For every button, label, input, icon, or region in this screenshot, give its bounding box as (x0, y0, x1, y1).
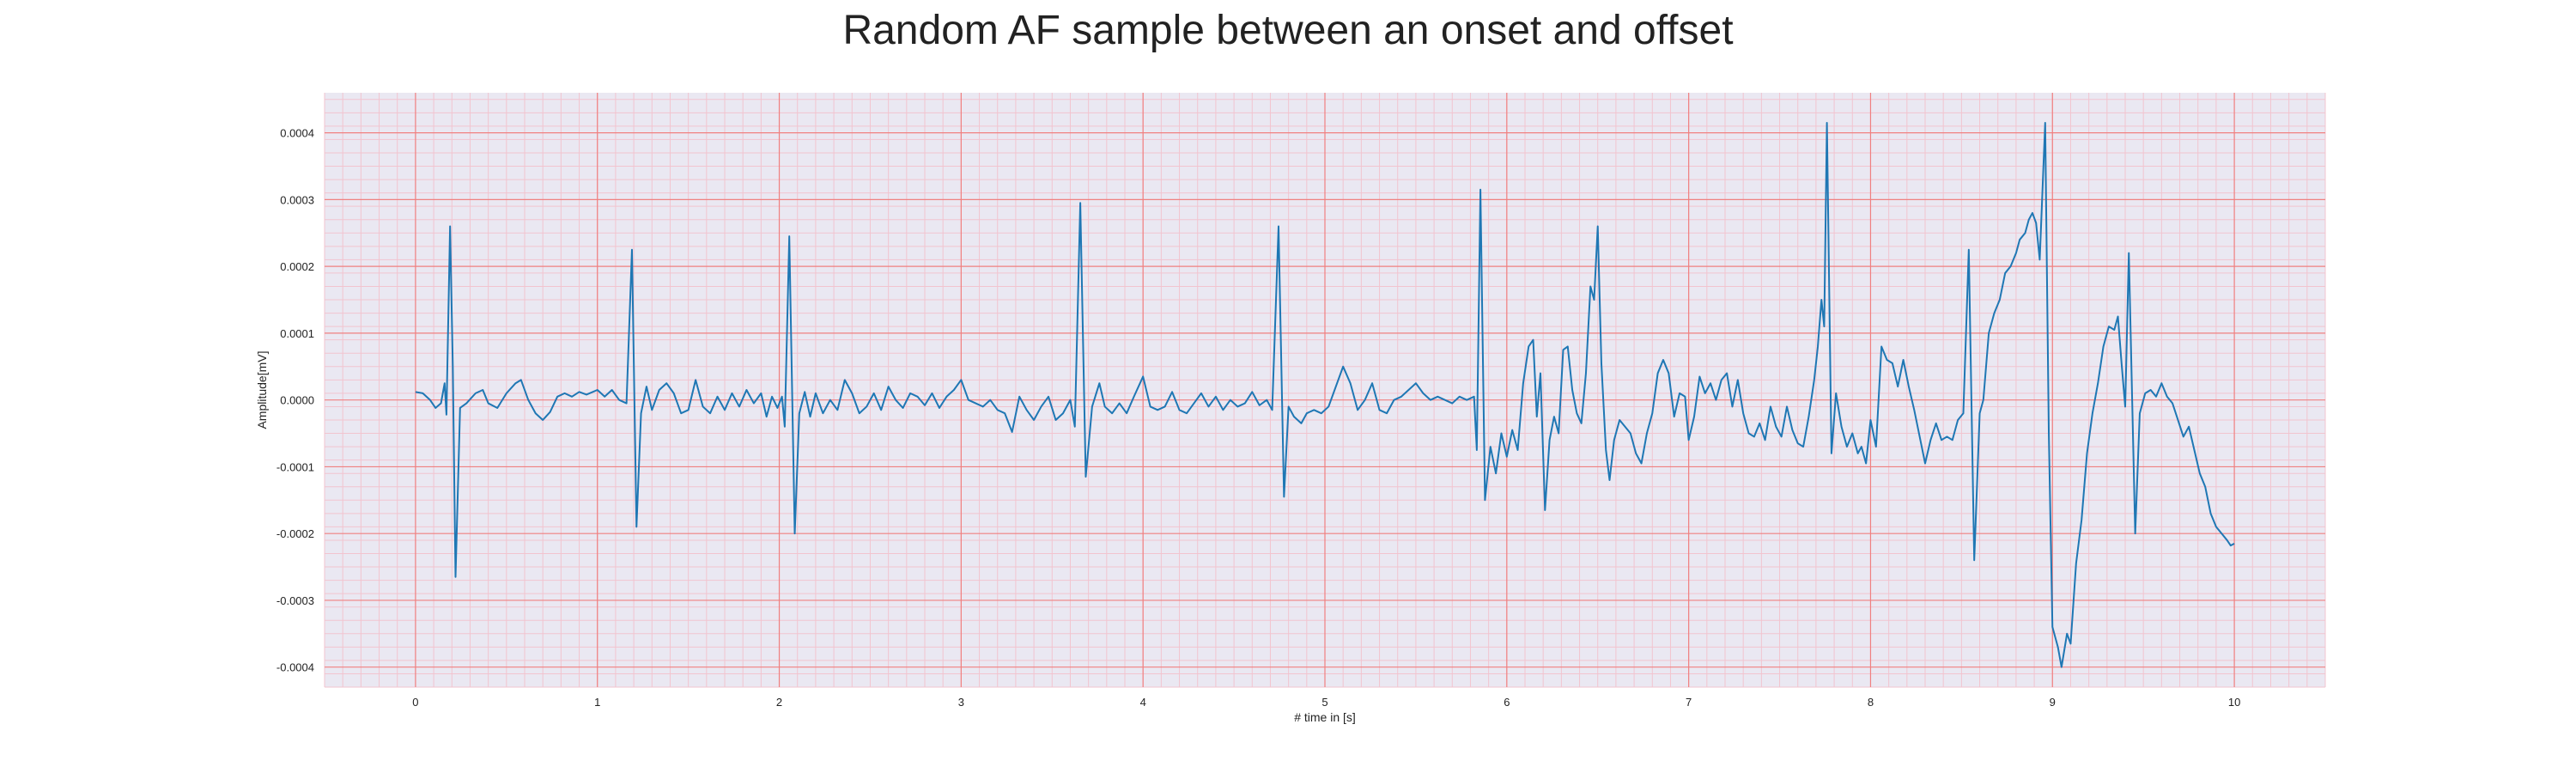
y-tick-label: -0.0003 (276, 594, 314, 607)
y-tick-label: 0.0000 (280, 394, 314, 407)
chart-title: Random AF sample between an onset and of… (842, 8, 1734, 53)
y-axis-label: Amplitude[mV] (255, 350, 269, 429)
x-tick-label: 10 (2228, 696, 2240, 709)
y-tick-label: 0.0002 (280, 260, 314, 273)
x-axis-label: # time in [s] (1294, 710, 1356, 724)
x-tick-label: 9 (2050, 696, 2056, 709)
y-tick-label: -0.0004 (276, 661, 314, 674)
y-tick-label: 0.0003 (280, 193, 314, 206)
x-tick-label: 7 (1686, 696, 1692, 709)
x-tick-label: 8 (1868, 696, 1874, 709)
y-tick-labels: -0.0004 -0.0003 -0.0002 -0.0001 0.0000 0.0001… (276, 127, 314, 674)
major-grid (325, 93, 2325, 687)
x-tick-label: 0 (412, 696, 418, 709)
ecg-series-line (415, 121, 2235, 668)
y-tick-label: -0.0001 (276, 460, 314, 473)
x-tick-label: 1 (594, 696, 600, 709)
series-layer (415, 121, 2235, 668)
y-tick-label: -0.0002 (276, 527, 314, 540)
x-tick-label: 5 (1321, 696, 1327, 709)
x-tick-label: 2 (776, 696, 782, 709)
x-tick-labels: 0 1 2 3 4 5 6 7 8 9 10 (412, 696, 2240, 709)
x-tick-label: 6 (1504, 696, 1510, 709)
x-tick-label: 4 (1140, 696, 1146, 709)
y-tick-label: 0.0001 (280, 327, 314, 340)
x-tick-label: 3 (958, 696, 964, 709)
y-tick-label: 0.0004 (280, 127, 314, 140)
